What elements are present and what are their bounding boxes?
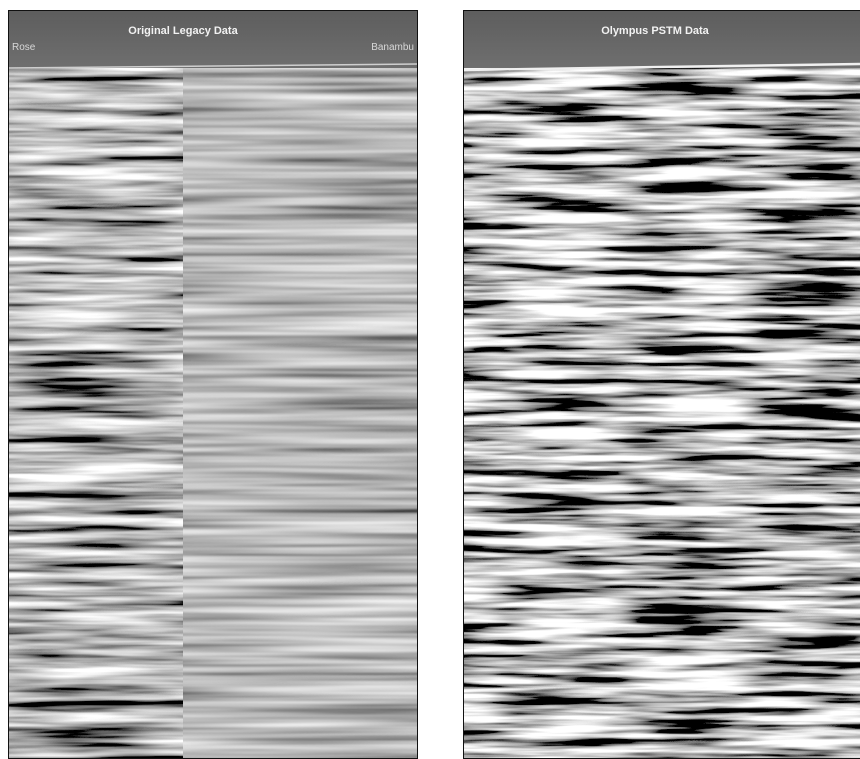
seismic-section (183, 68, 418, 759)
seismic-section (463, 68, 860, 759)
seismic-section (8, 68, 183, 759)
pstm-panel: Olympus PSTM Data (463, 10, 860, 759)
panel-header (463, 10, 860, 68)
location-label: Rose (12, 42, 36, 53)
page: Original Legacy Data Rose Banambu Olympu… (0, 0, 860, 759)
panel-title: Original Legacy Data (128, 25, 238, 37)
location-label: Banambu (371, 42, 414, 53)
panel-header (8, 10, 418, 68)
legacy-panel: Original Legacy Data Rose Banambu (8, 10, 418, 759)
seismic-comparison: Original Legacy Data Rose Banambu Olympu… (0, 0, 860, 759)
panel-title: Olympus PSTM Data (601, 25, 709, 37)
